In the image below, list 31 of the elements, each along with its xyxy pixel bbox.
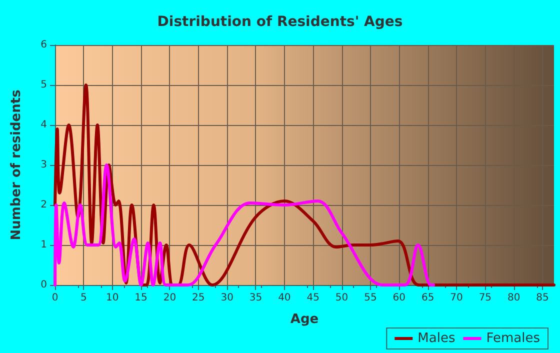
x-tick-label: 45 <box>306 292 320 304</box>
x-tick-label: 65 <box>421 292 434 304</box>
x-tick-label: 10 <box>106 292 119 304</box>
legend-label: Males <box>418 331 456 346</box>
x-tick-label: 80 <box>507 292 520 304</box>
x-tick-label: 50 <box>335 292 348 304</box>
x-tick-label: 40 <box>278 292 291 304</box>
x-tick-label: 5 <box>80 292 87 304</box>
x-tick-label: 20 <box>163 292 176 304</box>
x-tick-label: 70 <box>450 292 463 304</box>
x-tick-label: 85 <box>536 292 549 304</box>
x-tick-label: 35 <box>249 292 262 304</box>
y-tick-label: 6 <box>40 40 47 50</box>
y-tick-label: 3 <box>40 160 47 170</box>
y-tick-label: 1 <box>40 240 47 250</box>
y-tick-label: 2 <box>40 200 47 210</box>
x-tick-label: 55 <box>364 292 377 304</box>
y-tick-label: 0 <box>40 280 47 290</box>
x-axis-title: Age <box>290 312 319 327</box>
legend-label: Females <box>486 331 540 346</box>
chart-title: Distribution of Residents' Ages <box>157 14 403 30</box>
y-tick-label: 5 <box>40 80 47 90</box>
x-tick-label: 60 <box>392 292 406 304</box>
x-tick-label: 30 <box>220 292 234 304</box>
line-series <box>54 164 436 286</box>
y-axis-title: Number of residents <box>9 89 24 240</box>
x-tick-label: 25 <box>192 292 205 304</box>
x-tick-label: 0 <box>52 292 58 304</box>
x-tick-label: 75 <box>478 292 492 304</box>
y-tick-label: 4 <box>40 120 47 130</box>
x-tick-label: 15 <box>134 292 148 304</box>
